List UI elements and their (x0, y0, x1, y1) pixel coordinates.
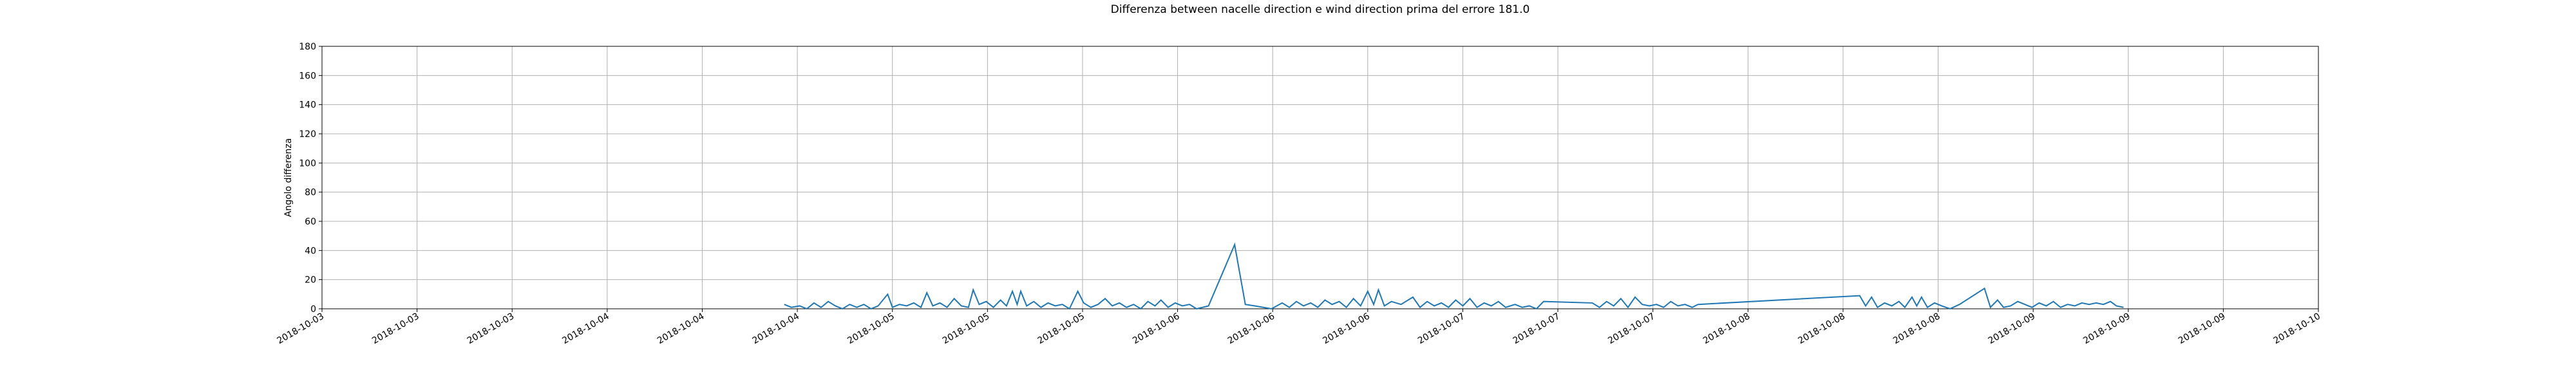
x-tick-label: 2018-10-07 (1511, 311, 1562, 347)
x-tick-label: 2018-10-03 (466, 311, 516, 347)
x-tick-label: 2018-10-06 (1131, 311, 1182, 347)
y-tick-label: 20 (305, 275, 316, 286)
y-tick-label: 180 (299, 42, 316, 52)
y-tick-label: 0 (310, 304, 316, 315)
x-tick-label: 2018-10-05 (846, 311, 896, 347)
y-tick-label: 160 (299, 71, 316, 81)
x-tick-label: 2018-10-08 (1701, 311, 1752, 347)
y-axis-label: Angolo differenza (283, 138, 294, 217)
chart-title: Differenza between nacelle direction e w… (1111, 3, 1530, 16)
y-tick-label: 60 (305, 217, 316, 227)
x-tick-label: 2018-10-05 (941, 311, 991, 347)
x-tick-label: 2018-10-08 (1891, 311, 1942, 347)
x-tick-label: 2018-10-10 (2272, 311, 2322, 347)
x-tick-label: 2018-10-06 (1226, 311, 1277, 347)
x-tick-label: 2018-10-07 (1606, 311, 1656, 347)
plot-frame (321, 46, 2319, 309)
x-tick-label: 2018-10-03 (276, 311, 326, 347)
x-tick-label: 2018-10-08 (1796, 311, 1846, 347)
y-tick-label: 40 (305, 246, 316, 256)
x-tick-label: 2018-10-04 (560, 311, 611, 347)
x-tick-label: 2018-10-06 (1321, 311, 1372, 347)
x-tick-label: 2018-10-04 (751, 311, 802, 347)
y-tick-label: 100 (299, 158, 316, 169)
data-line (784, 242, 2124, 310)
y-tick-label: 120 (299, 129, 316, 140)
x-tick-label: 2018-10-05 (1036, 311, 1086, 347)
y-tick-label: 80 (305, 188, 316, 198)
x-tick-label: 2018-10-09 (1987, 311, 2037, 347)
y-tick-label: 140 (299, 100, 316, 111)
x-tick-label: 2018-10-07 (1416, 311, 1466, 347)
x-tick-label: 2018-10-03 (370, 311, 421, 347)
x-tick-label: 2018-10-09 (2081, 311, 2132, 347)
x-tick-label: 2018-10-04 (656, 311, 706, 347)
x-tick-label: 2018-10-09 (2177, 311, 2227, 347)
